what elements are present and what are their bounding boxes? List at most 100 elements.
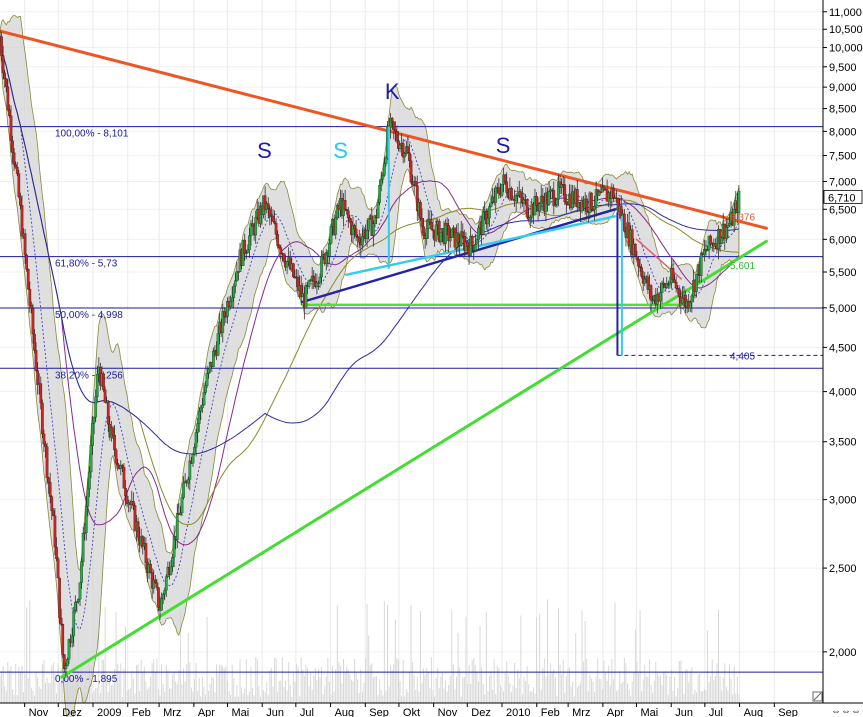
candle-body	[55, 546, 58, 559]
pattern-label: K	[385, 79, 400, 104]
candle-body	[254, 217, 258, 236]
candle-body	[86, 488, 90, 507]
candle-body	[237, 271, 240, 273]
fibonacci-levels: 100,00% - 8,101 61,80% - 5,73 50,00% - 4,9…	[0, 126, 823, 685]
candle-body	[634, 243, 637, 257]
candle-body	[329, 226, 333, 244]
candle-body	[160, 598, 163, 611]
candle-body	[34, 350, 38, 371]
y-tick-label: 7,500	[829, 151, 857, 163]
candle-body	[229, 301, 232, 308]
candle-body	[72, 610, 76, 637]
x-tick-label: Okt	[403, 707, 420, 717]
candle-body	[36, 370, 40, 385]
candle-body	[12, 152, 16, 165]
candle-body	[725, 227, 728, 240]
candle-body	[31, 308, 35, 335]
candle-body	[53, 515, 57, 548]
candle-body	[510, 188, 513, 200]
candle-body	[728, 223, 731, 226]
y-tick-label: 11,000	[829, 7, 862, 19]
x-tick-label: Sep	[369, 707, 389, 717]
candle-body	[191, 454, 195, 464]
candle-body	[61, 624, 65, 655]
candle-body	[8, 109, 11, 116]
candle-body	[444, 223, 447, 244]
candle-body	[28, 288, 32, 306]
candle-body	[56, 558, 60, 579]
y-tick-label: 3,500	[829, 437, 857, 449]
candle-body	[124, 488, 127, 497]
candle-body	[635, 256, 639, 260]
y-tick-label: 10,500	[829, 24, 863, 36]
candle-body	[273, 221, 276, 224]
candle-body	[106, 402, 110, 425]
x-tick-label: Feb	[541, 707, 560, 717]
candle-body	[473, 244, 477, 251]
scroll-controls[interactable]: ⇔⇔⇔	[831, 706, 861, 717]
candle-body	[186, 479, 190, 484]
y-tick-label: 6,500	[829, 204, 857, 216]
candle-body	[401, 143, 405, 158]
candle-body	[403, 153, 407, 158]
candle-body	[20, 205, 24, 237]
candle-body	[41, 402, 44, 435]
trendline-support	[60, 239, 768, 679]
candle-body	[430, 222, 433, 230]
candle-body	[422, 226, 425, 236]
candle-body	[274, 223, 278, 235]
candle-body	[563, 184, 567, 202]
candle-body	[19, 196, 22, 206]
candle-body	[155, 582, 159, 588]
candle-body	[393, 129, 397, 132]
candle-body	[541, 195, 545, 202]
candle-body	[276, 234, 280, 246]
candle-body	[395, 131, 399, 141]
candle-body	[737, 191, 741, 213]
candle-body	[243, 239, 247, 254]
candle-body	[122, 467, 126, 489]
candle-body	[59, 617, 63, 625]
candle-body	[131, 501, 135, 506]
candle-body	[649, 285, 653, 301]
candle-body	[205, 373, 209, 386]
candle-body	[585, 198, 589, 212]
candle-body	[434, 224, 438, 241]
x-tick-label: Apr	[198, 707, 215, 717]
candle-body	[78, 582, 82, 600]
candle-body	[398, 144, 402, 149]
candle-body	[547, 191, 551, 205]
candle-body	[111, 427, 115, 436]
x-tick-label: Feb	[132, 707, 151, 717]
candle-body	[171, 556, 174, 568]
candle-body	[328, 242, 331, 257]
candle-body	[671, 268, 675, 280]
fib-label: 61,80% - 5,73	[55, 259, 118, 270]
candle-body	[212, 350, 215, 368]
candle-body	[593, 205, 596, 210]
candle-body	[320, 256, 323, 278]
candle-body	[500, 184, 504, 196]
candle-body	[4, 78, 8, 87]
x-tick-label: Mrz	[163, 707, 181, 717]
candle-body	[179, 512, 182, 515]
candle-body	[44, 443, 47, 447]
candle-body	[161, 594, 165, 599]
candle-body	[121, 465, 124, 468]
level-label: 6,376	[730, 213, 755, 224]
candle-body	[182, 482, 185, 498]
x-tick-label: Jun	[266, 707, 284, 717]
candle-body	[409, 160, 413, 183]
pattern-label: S	[257, 138, 272, 163]
candle-body	[688, 301, 692, 309]
candle-body	[720, 237, 723, 244]
candle-body	[152, 579, 156, 589]
candle-body	[503, 174, 507, 182]
candle-body	[248, 235, 251, 251]
candle-body	[348, 217, 352, 222]
y-tick-label: 2,500	[829, 563, 857, 575]
candle-body	[89, 445, 93, 473]
candle-body	[103, 389, 107, 403]
candle-body	[1, 55, 5, 74]
